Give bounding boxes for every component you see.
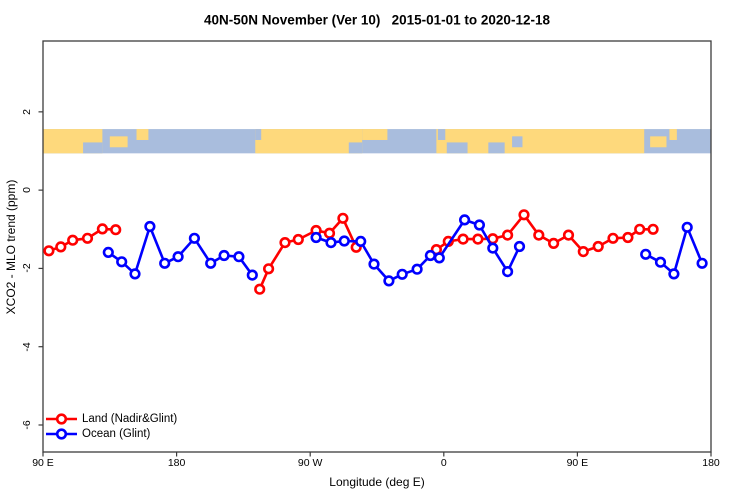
land-data-point-marker bbox=[263, 263, 275, 275]
map-band-patch bbox=[446, 142, 468, 154]
map-band-patch bbox=[109, 136, 128, 148]
land-data-point-marker bbox=[502, 229, 514, 241]
ocean-data-point-marker bbox=[338, 235, 350, 247]
ocean-data-point-marker bbox=[355, 235, 367, 247]
land-data-point-marker bbox=[55, 241, 67, 253]
land-data-point-marker bbox=[323, 227, 336, 239]
land-data-point-marker bbox=[81, 232, 94, 244]
ocean-series-line bbox=[107, 225, 254, 277]
ocean-data-point-marker bbox=[411, 263, 423, 275]
land-series-line bbox=[258, 217, 358, 291]
ocean-data-point-marker bbox=[696, 257, 708, 269]
ocean-data-point-marker bbox=[188, 232, 200, 244]
ocean-data-point-marker bbox=[383, 275, 395, 287]
y-tick-label: 0 bbox=[21, 187, 33, 194]
land-data-point-marker bbox=[622, 231, 634, 244]
map-band-patch bbox=[512, 136, 523, 148]
y-tick-label: -2 bbox=[21, 263, 33, 274]
ocean-data-point-marker bbox=[129, 268, 141, 280]
ocean-data-point-marker bbox=[172, 251, 184, 263]
land-data-point-marker bbox=[634, 223, 646, 235]
ocean-data-point-marker bbox=[396, 268, 408, 280]
land-series-line bbox=[435, 213, 655, 253]
land-data-point-marker bbox=[547, 237, 560, 249]
ocean-data-point-marker bbox=[424, 249, 437, 262]
legend-marker-sample bbox=[55, 413, 68, 425]
x-tick-label: 180 bbox=[167, 457, 186, 469]
legend-label-land: Land (Nadir&Glint) bbox=[82, 413, 178, 425]
land-data-point-marker bbox=[607, 232, 619, 244]
y-tick-label: -6 bbox=[21, 420, 33, 430]
ocean-data-point-marker bbox=[513, 240, 526, 253]
ocean-data-point-marker bbox=[144, 220, 156, 233]
ocean-data-point-marker bbox=[246, 269, 258, 281]
land-data-point-marker bbox=[592, 240, 604, 253]
land-data-point-marker bbox=[457, 233, 469, 245]
map-band-patch bbox=[488, 142, 505, 154]
ocean-data-point-marker bbox=[640, 248, 652, 260]
map-band-land bbox=[436, 129, 645, 154]
land-data-point-marker bbox=[96, 223, 108, 235]
legend-marker-sample bbox=[55, 428, 68, 440]
ocean-data-point-marker bbox=[310, 231, 322, 244]
legend-label-ocean: Ocean (Glint) bbox=[82, 428, 151, 440]
y-tick-label: -4 bbox=[21, 342, 33, 352]
x-tick-label: 180 bbox=[702, 457, 720, 469]
land-data-point-marker bbox=[472, 233, 484, 245]
x-tick-label: 0 bbox=[440, 457, 447, 469]
x-tick-label: 90 E bbox=[566, 457, 589, 469]
ocean-data-point-marker bbox=[459, 214, 471, 226]
ocean-data-point-marker bbox=[159, 257, 171, 269]
ocean-data-point-marker bbox=[502, 266, 514, 278]
ocean-data-point-marker bbox=[368, 258, 380, 270]
land-data-point-marker bbox=[67, 234, 79, 246]
ocean-data-point-marker bbox=[116, 256, 128, 268]
y-tick-label: 2 bbox=[21, 108, 33, 115]
map-band-patch bbox=[255, 129, 262, 140]
land-data-point-marker bbox=[577, 246, 589, 258]
ocean-data-point-marker bbox=[473, 219, 486, 231]
map-band-patch bbox=[437, 129, 446, 140]
ocean-data-point-marker bbox=[654, 256, 667, 268]
map-band-patch bbox=[650, 136, 667, 148]
x-axis-title: Longitude (deg E) bbox=[329, 475, 425, 489]
land-data-point-marker bbox=[562, 229, 575, 241]
map-band-patch bbox=[348, 142, 363, 154]
land-data-point-marker bbox=[254, 283, 266, 295]
map-band-patch bbox=[362, 129, 388, 140]
map-band-patch bbox=[136, 129, 149, 140]
ocean-data-point-marker bbox=[102, 246, 114, 258]
ocean-data-point-marker bbox=[668, 268, 680, 280]
land-data-point-marker bbox=[43, 245, 55, 257]
y-axis-title: XCO2 - MLO trend (ppm) bbox=[4, 179, 18, 315]
map-band-patch bbox=[669, 129, 677, 140]
map-band-land bbox=[255, 129, 363, 154]
map-band-patch bbox=[83, 142, 103, 154]
chart-title: 40N-50N November (Ver 10) 2015-01-01 to … bbox=[204, 12, 550, 28]
x-tick-label: 90 W bbox=[297, 457, 323, 469]
ocean-data-point-marker bbox=[325, 237, 337, 249]
land-data-point-marker bbox=[647, 223, 659, 235]
land-data-point-marker bbox=[292, 233, 304, 246]
land-data-point-marker bbox=[337, 212, 349, 224]
ocean-data-point-marker bbox=[681, 221, 693, 233]
land-data-point-marker bbox=[533, 229, 545, 241]
land-data-point-marker bbox=[279, 237, 291, 249]
ocean-data-point-marker bbox=[218, 249, 230, 262]
land-data-point-marker bbox=[518, 209, 530, 221]
land-data-point-marker bbox=[110, 224, 122, 236]
ocean-data-point-marker bbox=[233, 251, 245, 263]
ocean-data-point-marker bbox=[205, 257, 217, 269]
plot-border bbox=[42, 40, 712, 453]
ocean-data-point-marker bbox=[487, 242, 499, 254]
x-tick-label: 90 E bbox=[32, 457, 54, 469]
ocean-data-point-marker bbox=[433, 252, 445, 264]
